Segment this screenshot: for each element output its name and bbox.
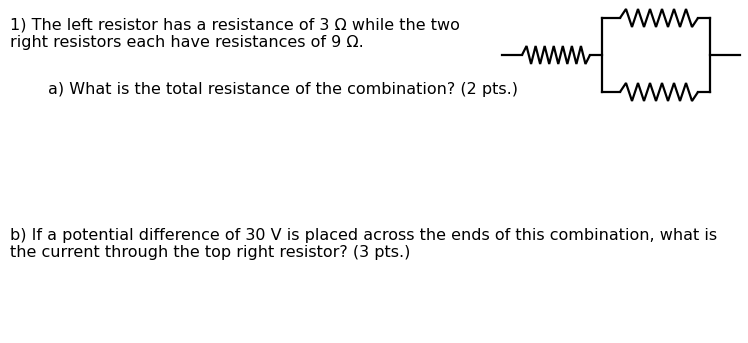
Text: b) If a potential difference of 30 V is placed across the ends of this combinati: b) If a potential difference of 30 V is … <box>10 228 717 260</box>
Text: 1) The left resistor has a resistance of 3 Ω while the two
right resistors each : 1) The left resistor has a resistance of… <box>10 18 460 50</box>
Text: a) What is the total resistance of the combination? (2 pts.): a) What is the total resistance of the c… <box>48 82 518 97</box>
